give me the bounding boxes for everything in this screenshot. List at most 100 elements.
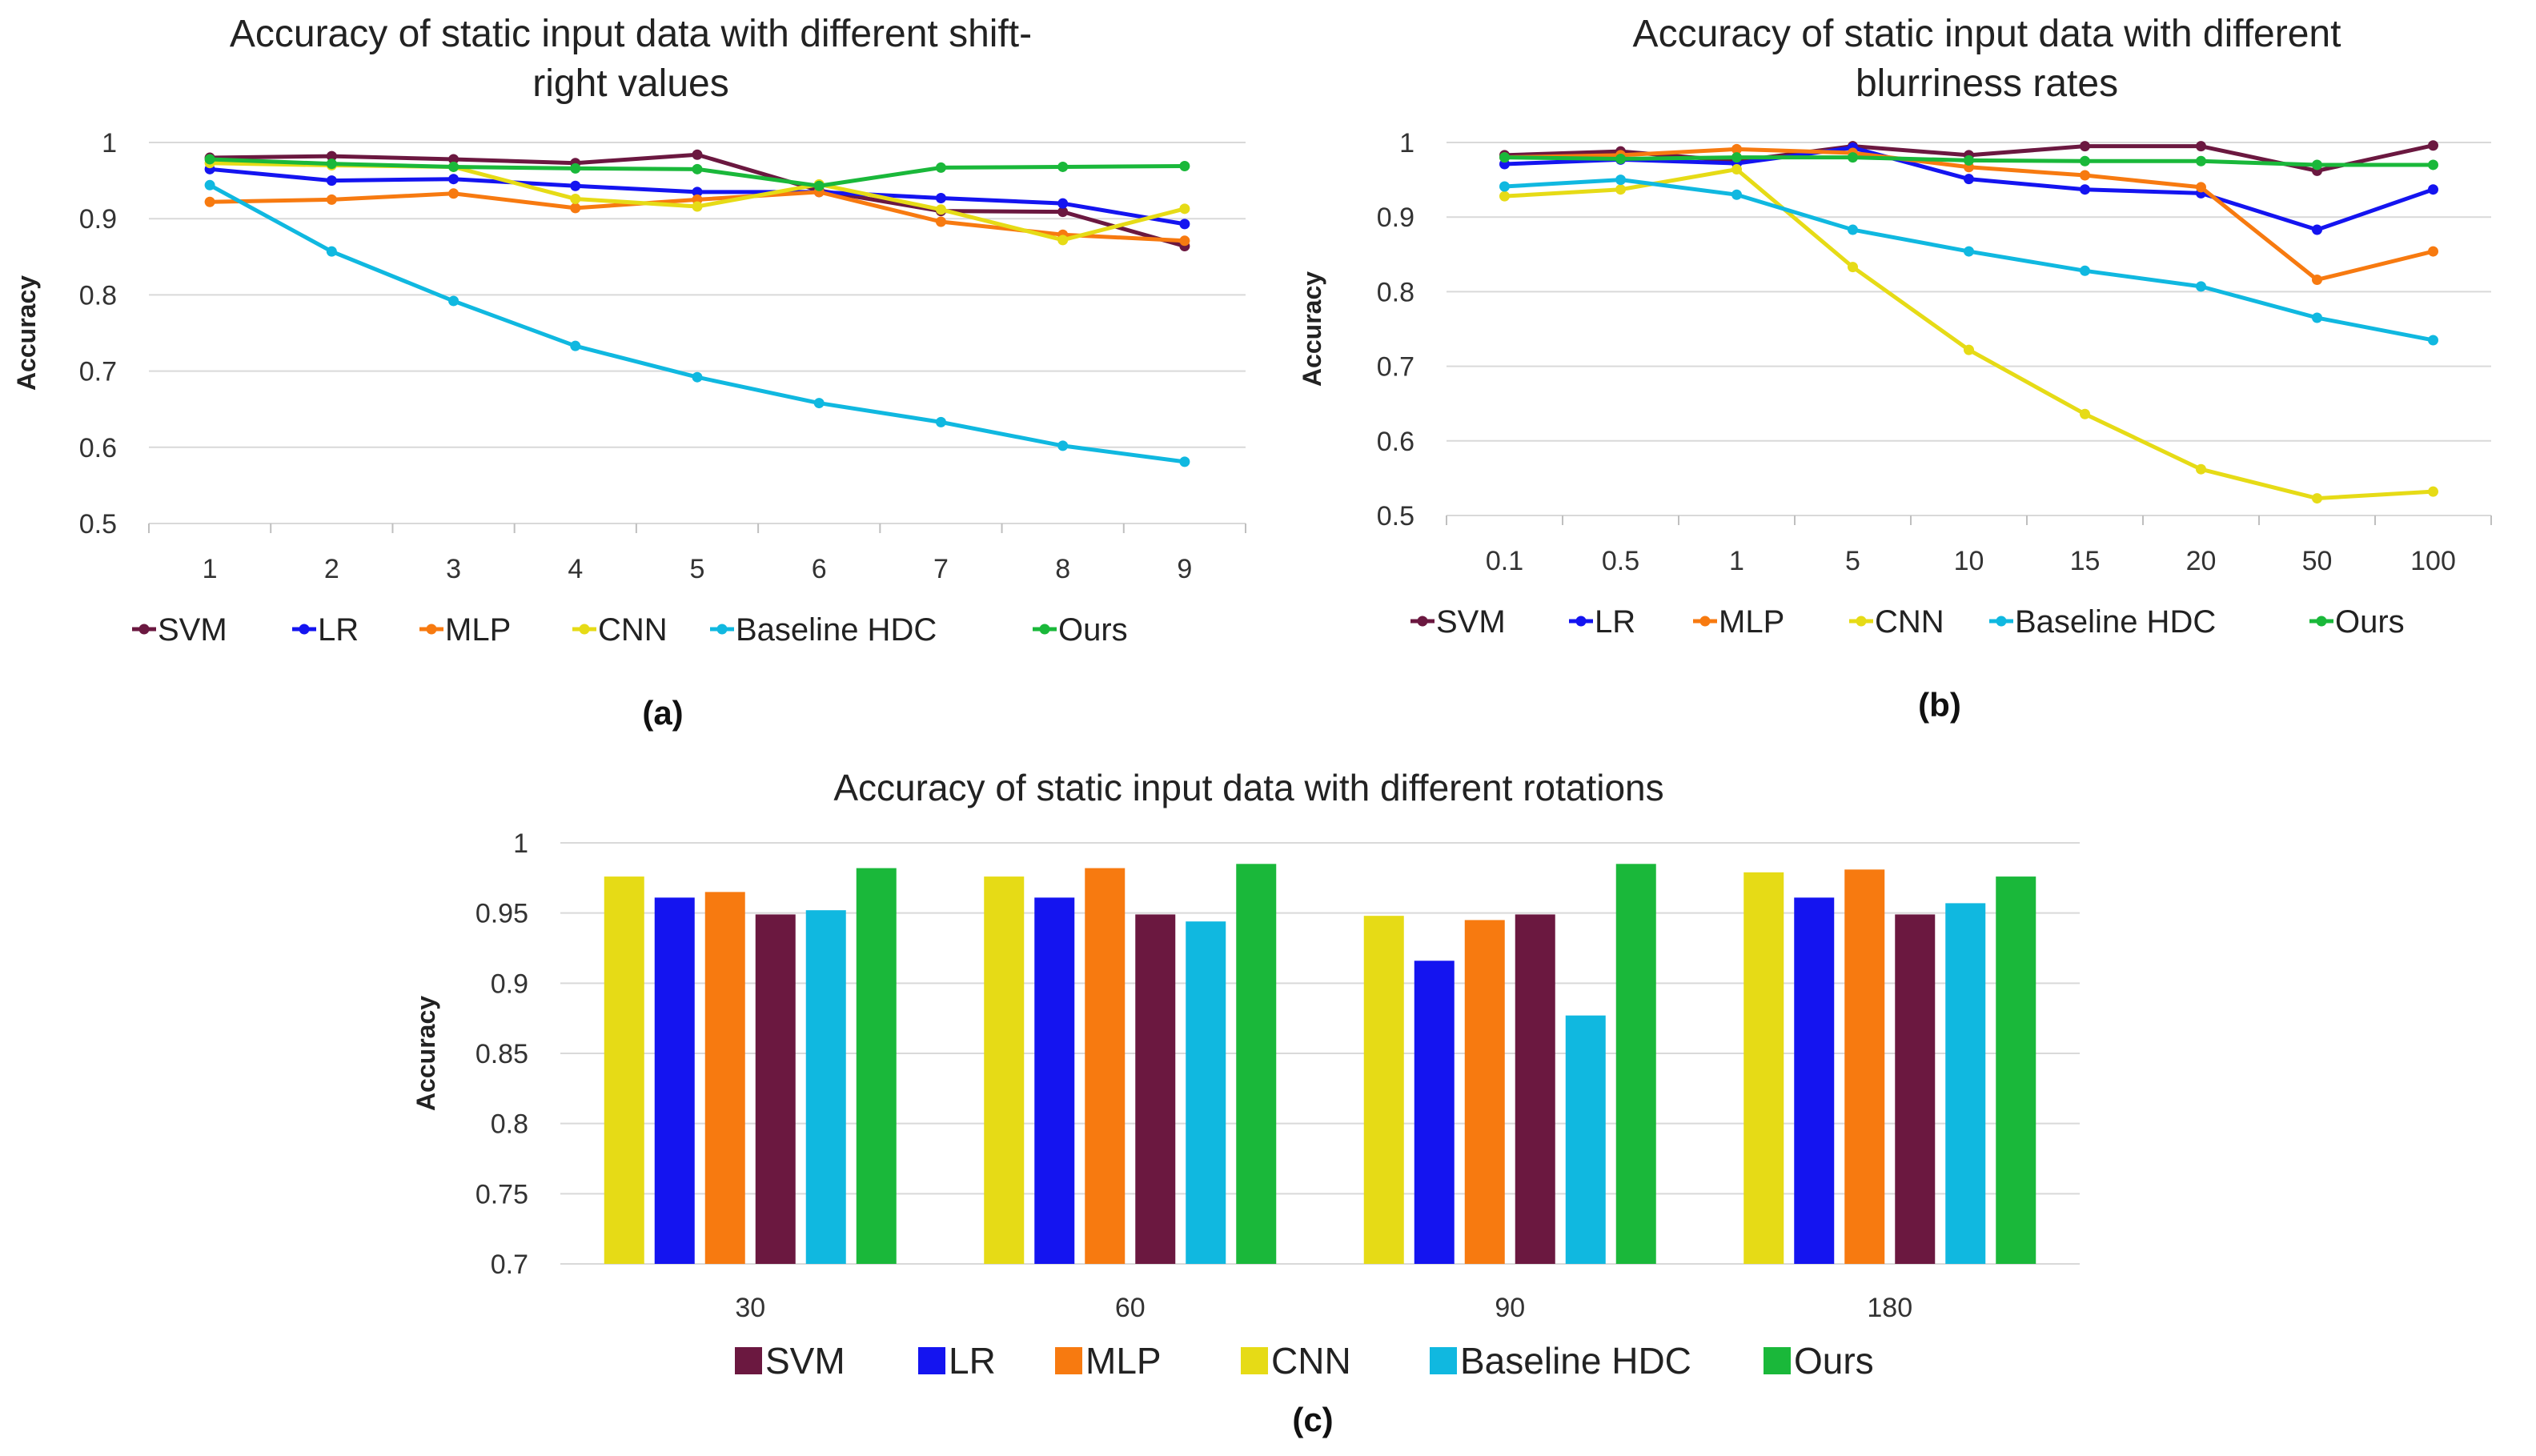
chart-title: blurriness rates [1856, 62, 2118, 105]
legend-swatch [1764, 1347, 1791, 1374]
bar-cnn [984, 876, 1025, 1264]
y-tick-label: 0.95 [476, 899, 528, 929]
y-tick-label: 0.7 [1377, 352, 1414, 383]
data-point-ours [813, 180, 825, 191]
data-point-ours [2312, 159, 2322, 170]
data-point-baseline-hdc [1057, 440, 1069, 451]
legend-label: Ours [1794, 1340, 1874, 1382]
data-point-svm [1057, 207, 1069, 218]
data-point-mlp [326, 194, 337, 205]
data-point-baseline-hdc [2196, 281, 2206, 292]
data-point-cnn [2196, 463, 2206, 475]
bar-lr [654, 897, 695, 1264]
chart-caption: (b) [1918, 686, 1961, 724]
data-point-ours [204, 154, 215, 165]
x-tick-label: 50 [2302, 546, 2333, 576]
data-point-lr [1179, 219, 1190, 230]
x-tick-label: 10 [1954, 546, 1984, 576]
chart-caption: (c) [1292, 1401, 1333, 1438]
bar-ours [856, 868, 897, 1264]
data-point-ours [2080, 155, 2090, 166]
data-point-mlp [2312, 274, 2322, 285]
data-point-ours [326, 158, 337, 170]
data-point-baseline-hdc [1731, 189, 1742, 200]
legend-marker [299, 624, 310, 635]
data-point-cnn [935, 204, 946, 215]
legend-label: Ours [2335, 604, 2405, 640]
legend: SVM LR MLP CNN Baseline HDC Ours [132, 612, 1128, 648]
bar-lr [1794, 897, 1835, 1264]
data-point-lr [935, 192, 946, 203]
data-point-baseline-hdc [2428, 335, 2438, 346]
x-tick-label: 15 [2070, 546, 2101, 576]
data-point-cnn [1964, 344, 1974, 355]
data-point-cnn [1057, 235, 1069, 246]
legend-marker [1417, 616, 1428, 627]
x-tick-label: 180 [1867, 1293, 1912, 1323]
legend-label: SVM [765, 1340, 845, 1382]
data-point-cnn [692, 201, 703, 212]
data-point-baseline-hdc [448, 295, 459, 307]
data-point-mlp [2196, 182, 2206, 193]
legend-marker [1856, 616, 1867, 627]
legend-label: MLP [1719, 604, 1784, 640]
x-tick-label: 3 [446, 554, 461, 584]
legend-label: MLP [445, 612, 511, 648]
data-point-svm [2080, 141, 2090, 152]
legend-marker [2316, 616, 2327, 627]
legend-marker [426, 624, 437, 635]
chart-title: right values [532, 62, 728, 105]
x-tick-label: 30 [735, 1293, 765, 1323]
data-point-ours [1179, 161, 1190, 172]
data-point-ours [2196, 155, 2206, 166]
chart-b-blurriness: Accuracy of static input data with diffe… [1298, 13, 2492, 724]
data-point-ours [1615, 154, 1626, 165]
chart-a-shift-right: Accuracy of static input data with diffe… [12, 13, 1246, 732]
bar-svm [1135, 914, 1176, 1264]
bar-lr [1034, 897, 1075, 1264]
data-point-ours [1499, 152, 1510, 163]
legend-marker [1699, 616, 1711, 627]
data-point-ours [1731, 152, 1742, 163]
data-point-baseline-hdc [1615, 174, 1626, 186]
data-point-svm [448, 154, 459, 165]
legend-label: SVM [1436, 604, 1506, 640]
data-point-mlp [570, 203, 581, 214]
legend-label: LR [1595, 604, 1635, 640]
bar-mlp [1085, 868, 1126, 1264]
y-axis-title: Accuracy [12, 275, 41, 391]
legend-marker [1575, 616, 1587, 627]
bar-ours [1236, 864, 1277, 1264]
legend-label: MLP [1085, 1340, 1162, 1382]
x-tick-label: 1 [1729, 546, 1744, 576]
x-tick-label: 6 [812, 554, 827, 584]
x-tick-label: 4 [568, 554, 583, 584]
bar-baseline-hdc [1945, 903, 1986, 1264]
data-point-baseline-hdc [1499, 181, 1510, 192]
legend-label: CNN [598, 612, 668, 648]
legend-swatch [1055, 1347, 1082, 1374]
bar-lr [1414, 961, 1455, 1264]
bar-baseline-hdc [805, 910, 846, 1264]
y-tick-label: 0.8 [79, 280, 117, 311]
data-point-lr [1964, 174, 1974, 185]
data-point-cnn [1179, 203, 1190, 215]
data-point-lr [2428, 184, 2438, 195]
x-tick-label: 0.5 [1602, 546, 1639, 576]
data-point-lr [448, 174, 459, 185]
bar-ours [1996, 876, 2036, 1264]
y-axis-title: Accuracy [411, 996, 440, 1111]
x-tick-label: 8 [1055, 554, 1070, 584]
data-point-cnn [1731, 164, 1742, 175]
bar-svm [1895, 914, 1936, 1264]
data-point-svm [692, 149, 703, 160]
legend-label: CNN [1271, 1340, 1351, 1382]
legend-marker [1039, 624, 1050, 635]
data-point-svm [2428, 140, 2438, 151]
y-tick-label: 0.9 [491, 969, 528, 999]
chart-caption: (a) [642, 694, 683, 732]
data-point-mlp [935, 216, 946, 227]
bar-svm [755, 914, 796, 1264]
data-point-baseline-hdc [326, 246, 337, 257]
data-point-mlp [1179, 235, 1190, 247]
